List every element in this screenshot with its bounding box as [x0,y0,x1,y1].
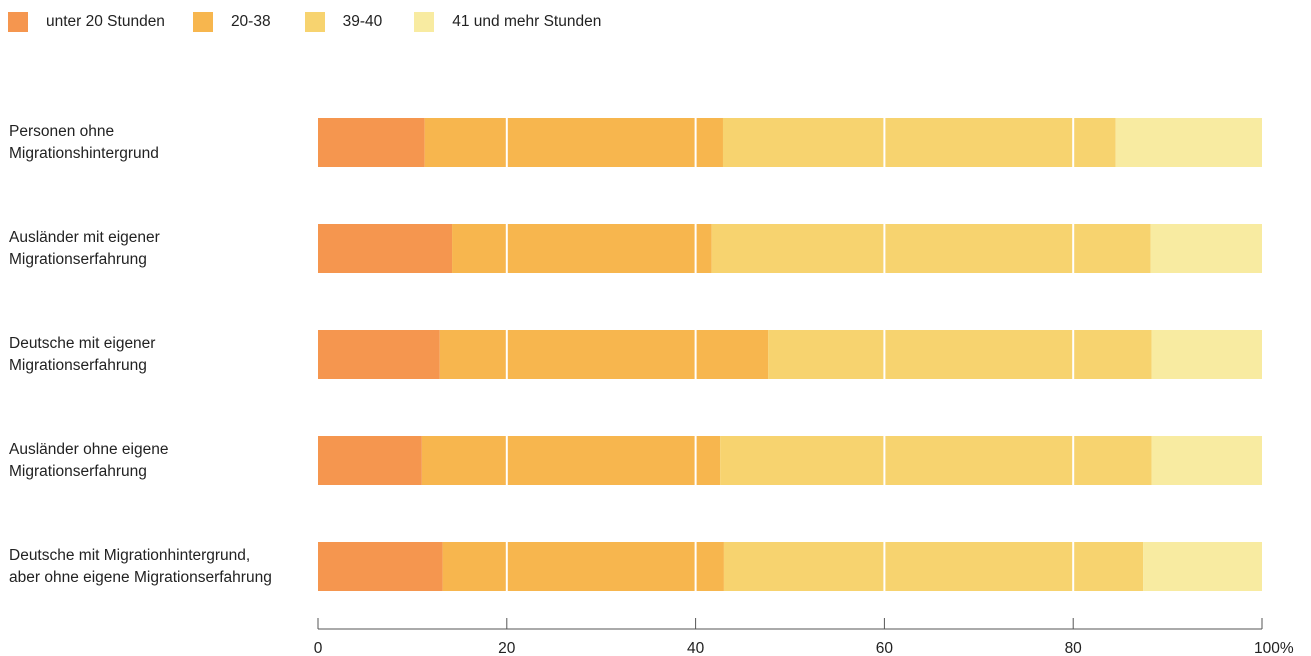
x-tick-label: 80 [1065,640,1083,656]
x-tick-label: 40 [687,640,705,656]
legend-label: unter 20 Stunden [46,13,165,30]
bar-segment [421,436,721,485]
legend-item: 20-38 [192,12,271,32]
bar-segment [1150,224,1262,273]
category-label-line: Ausländer mit eigener [9,229,160,246]
x-tick-label: 20 [498,640,516,656]
bar-segment [723,542,1144,591]
legend-item: unter 20 Stunden [8,12,165,32]
category-label-line: Migrationserfahrung [9,463,147,480]
legend-swatch [8,12,28,32]
category-label-line: aber ohne eigene Migrationserfahrung [9,569,272,586]
category-label-line: Migrationshintergrund [9,145,159,162]
legend-swatch [192,12,213,32]
category-label-line: Deutsche mit Migrationhintergrund, [9,547,250,564]
legend-swatch [304,12,325,32]
x-tick-label: 0 [314,640,323,656]
category-label-line: Migrationserfahrung [9,357,147,374]
bar-segment [318,542,443,591]
bar-segment [318,330,440,379]
x-tick-label: 60 [876,640,894,656]
legend-label: 20-38 [230,13,271,30]
bar-segment [1143,542,1262,591]
bar-segment [442,542,724,591]
bar-segment [768,330,1152,379]
bar-segment [1115,118,1262,167]
bar-segment [439,330,769,379]
bar-segment [722,118,1116,167]
legend-swatch [414,12,435,32]
category-label: Ausländer mit eigener Migrationserfahrung [9,229,160,268]
bar-segment [720,436,1152,485]
bar-segment [318,224,453,273]
bar-segment [711,224,1151,273]
bar-segment [1151,330,1262,379]
bar-segment [424,118,723,167]
category-label-line: Personen ohne [9,123,114,140]
bar-segment [1151,436,1262,485]
category-label: Deutsche mit eigener Migrationserfahrung [9,335,155,374]
bar-segment [318,436,422,485]
category-label-line: Ausländer ohne eigene [9,441,168,458]
category-label: Ausländer ohne eigene Migrationserfahrung [9,441,168,480]
legend-item: 41 und mehr Stunden [414,12,601,32]
legend: unter 20 Stunden 20-38 39-40 41 und mehr St… [8,10,631,34]
bar-segment [318,118,425,167]
bar-segment [452,224,712,273]
legend-label: 39-40 [342,13,383,30]
category-label-line: Deutsche mit eigener [9,335,155,352]
x-tick-label: 100% [1254,640,1294,656]
category-label: Deutsche mit Migrationhintergrund, aber o… [9,547,272,586]
category-label-line: Migrationserfahrung [9,251,147,268]
category-label: Personen ohne Migrationshintergrund [9,123,159,162]
legend-item: 39-40 [304,12,383,32]
legend-label: 41 und mehr Stunden [452,13,602,30]
